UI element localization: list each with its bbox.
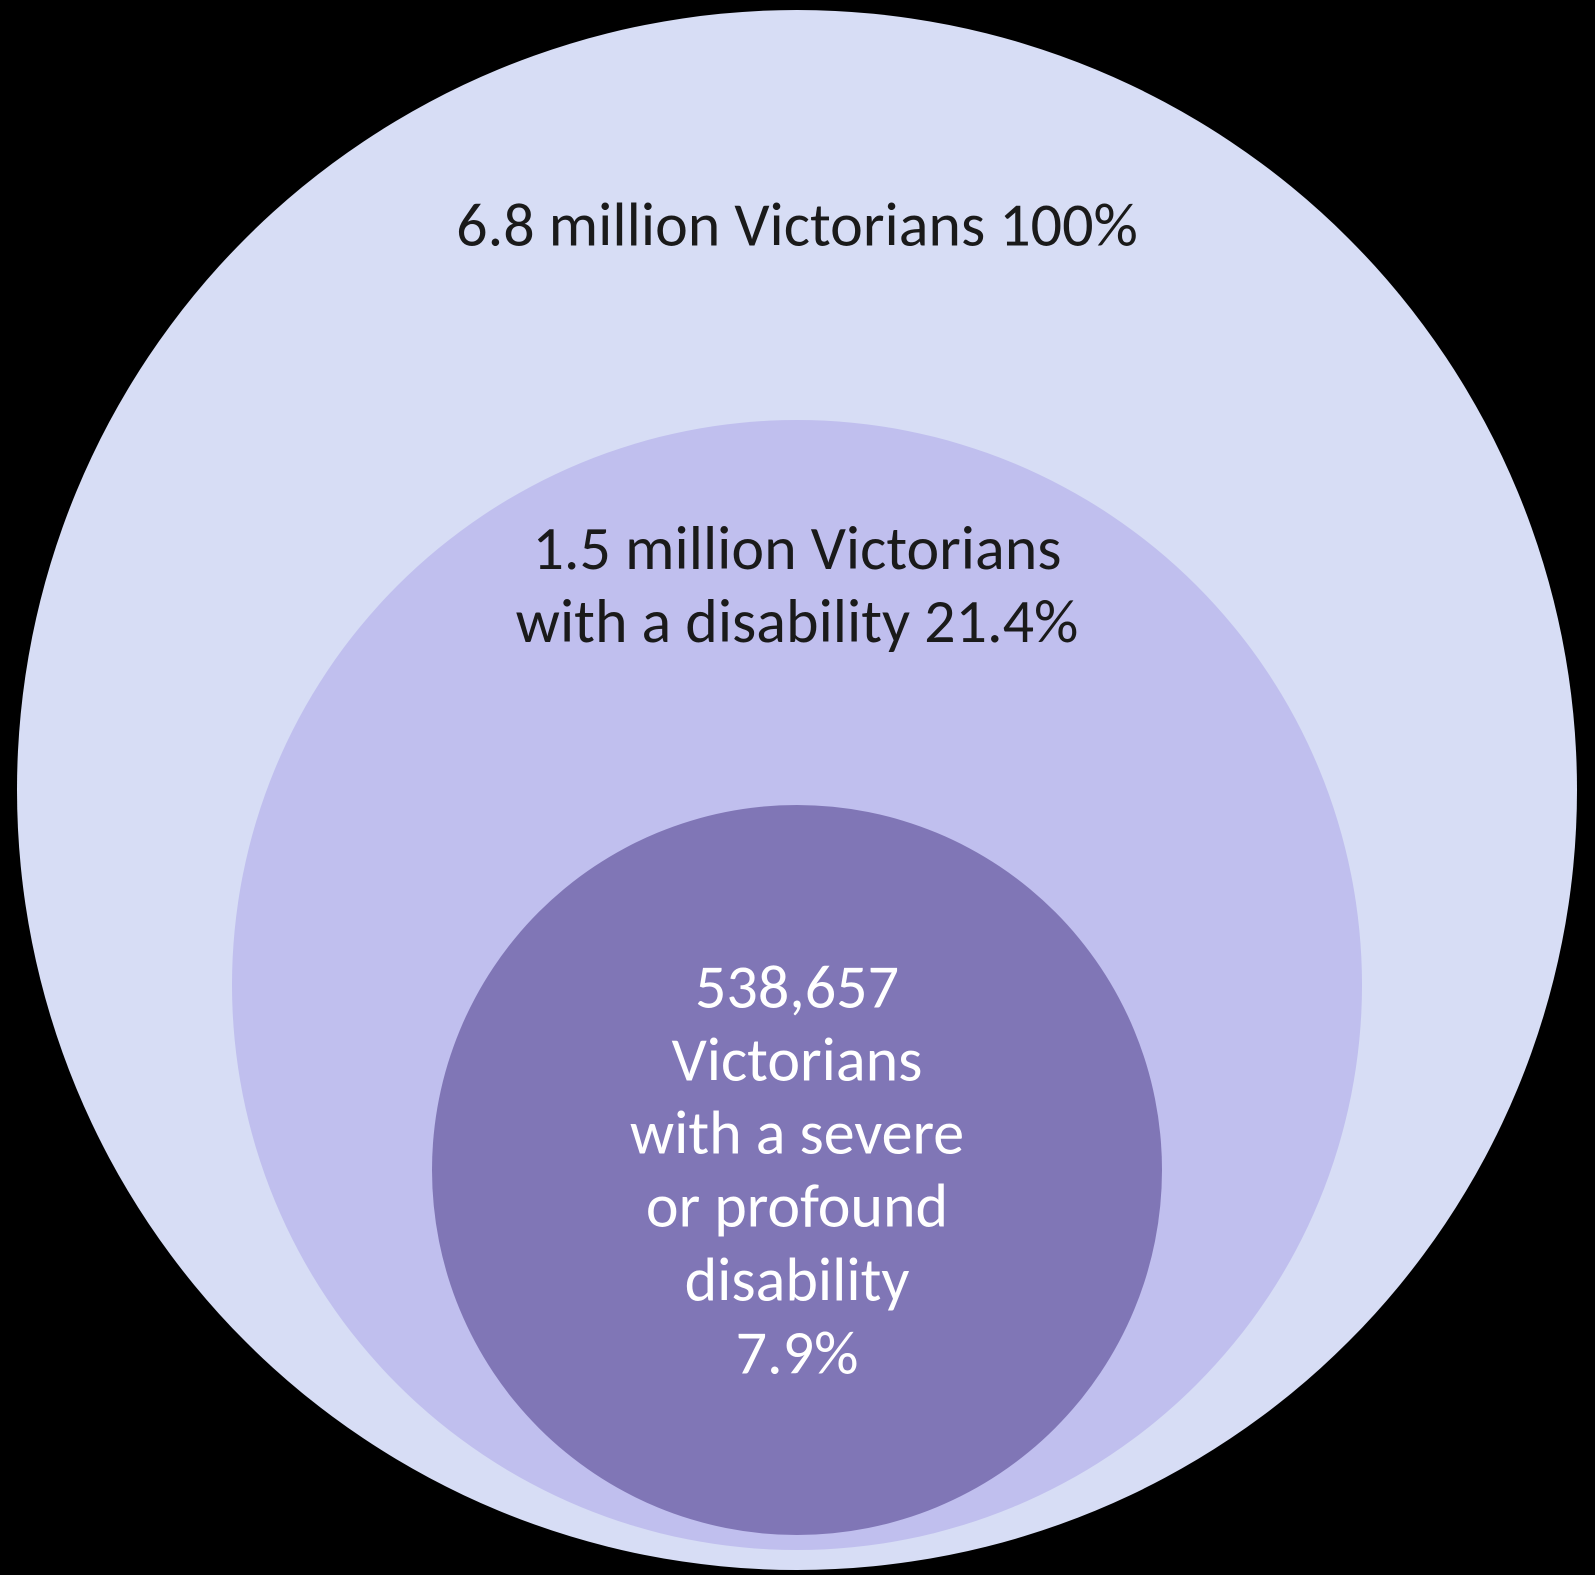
diagram-stage: 6.8 million Victorians 100% 1.5 million … <box>0 0 1595 1575</box>
outer-circle-label: 6.8 million Victorians 100% <box>197 188 1397 261</box>
middle-circle-label: 1.5 million Victorians with a disability… <box>347 512 1247 658</box>
inner-circle-label: 538,657 Victorians with a severe or prof… <box>447 951 1147 1390</box>
